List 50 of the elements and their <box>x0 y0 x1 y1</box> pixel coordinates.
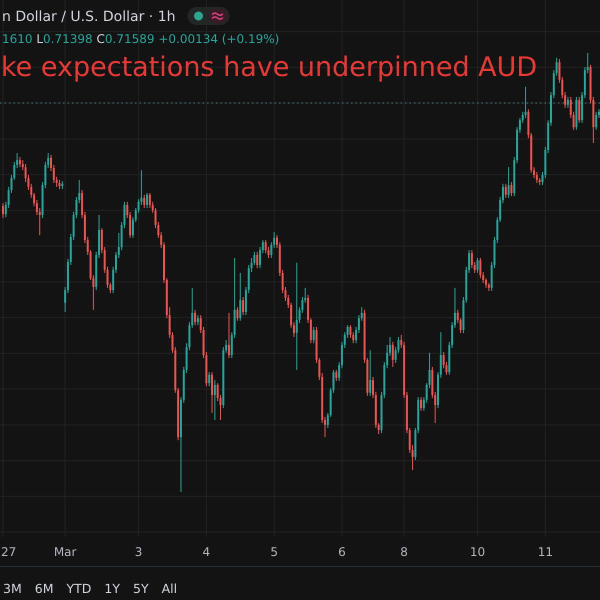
candlestick <box>296 262 298 370</box>
candlestick <box>143 194 146 208</box>
candlestick <box>566 96 569 108</box>
x-tick-label: 11 <box>538 545 553 559</box>
x-tick-label: 6 <box>338 545 346 559</box>
candlestick <box>239 272 242 322</box>
x-tick-label: 3 <box>134 545 142 559</box>
candlestick <box>470 250 473 269</box>
candlestick <box>264 240 267 254</box>
text: All <box>162 581 178 596</box>
chart-title: ke expectations have underpinned AUD <box>1 52 538 83</box>
candlestick <box>194 309 196 326</box>
text: 1Y <box>104 581 120 596</box>
candlestick <box>335 369 338 382</box>
candlestick <box>236 306 238 322</box>
candlestick <box>312 326 315 344</box>
candlestick <box>504 183 507 198</box>
text: 3M <box>3 581 22 596</box>
candlestick <box>242 296 244 316</box>
candlestick <box>256 251 258 269</box>
candlestick <box>208 372 210 387</box>
candlestick <box>595 111 598 130</box>
candlestick <box>18 156 21 168</box>
x-tick-label: Mar <box>54 545 77 559</box>
candlestick <box>214 380 216 421</box>
candlestick <box>392 341 394 368</box>
candlestick <box>508 166 510 198</box>
text: YTD <box>66 581 92 596</box>
x-tick-label: 8 <box>400 545 408 559</box>
text: 5Y <box>133 581 149 596</box>
candlestick <box>58 179 60 190</box>
candlestick <box>146 192 148 208</box>
candlestick <box>479 258 482 279</box>
candlestick <box>476 258 479 274</box>
candlestick <box>536 171 538 184</box>
candlestick <box>510 182 512 197</box>
candlestick <box>578 96 580 124</box>
text: 1610 L0.71398 C0.71589 +0.00134 (+0.19%) <box>2 32 280 46</box>
text: 6M <box>34 581 54 596</box>
candlestick <box>369 350 372 396</box>
candlestick <box>196 314 199 326</box>
chart-subtitle: n Dollar / U.S. Dollar · 1h <box>2 9 176 25</box>
candlestick <box>211 372 214 414</box>
candlestick <box>228 312 230 359</box>
x-tick-label: 4 <box>202 545 210 559</box>
x-tick-label: 27 <box>1 545 16 559</box>
x-tick-label: 5 <box>270 545 278 559</box>
candlestick <box>2 202 4 219</box>
x-tick-label: 10 <box>470 545 486 559</box>
candlestick <box>420 396 422 412</box>
